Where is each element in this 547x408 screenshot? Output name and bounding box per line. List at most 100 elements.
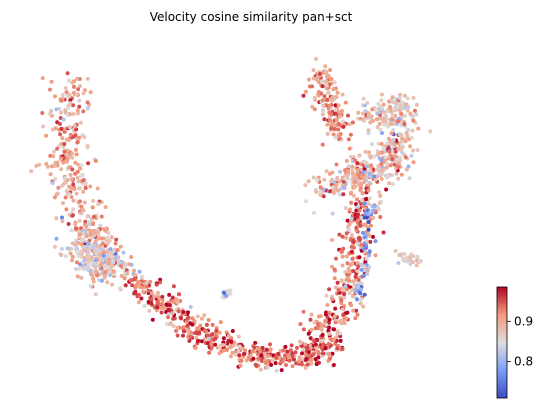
scatter-point — [340, 92, 345, 97]
scatter-point — [387, 181, 392, 186]
scatter-point — [67, 184, 72, 189]
scatter-point — [222, 291, 227, 295]
scatter-point — [76, 240, 81, 245]
scatter-point — [181, 310, 186, 314]
scatter-point — [96, 236, 101, 241]
scatter-point — [181, 329, 186, 334]
scatter-point — [356, 110, 361, 115]
scatter-point — [355, 167, 360, 172]
scatter-point — [365, 215, 369, 220]
scatter-point — [323, 346, 328, 351]
scatter-point — [309, 358, 314, 362]
scatter-point — [181, 325, 186, 330]
scatter-point — [310, 84, 315, 89]
scatter-point — [105, 265, 110, 270]
scatter-point — [340, 234, 345, 239]
scatter-point — [350, 256, 355, 261]
scatter-point — [311, 68, 316, 73]
scatter-point — [377, 116, 382, 121]
scatter-point — [389, 122, 394, 126]
scatter-point — [400, 106, 405, 111]
scatter-point — [289, 343, 294, 348]
scatter-point — [331, 337, 336, 342]
scatter-point — [353, 184, 358, 189]
scatter-point — [385, 109, 390, 114]
scatter-point — [349, 216, 354, 221]
scatter-point — [135, 279, 140, 284]
scatter-point — [393, 249, 398, 253]
scatter-point — [160, 294, 165, 299]
scatter-point — [88, 283, 93, 288]
scatter-point — [241, 352, 246, 356]
scatter-point — [306, 362, 311, 367]
scatter-point — [313, 342, 318, 347]
scatter-point — [326, 351, 331, 356]
scatter-point — [68, 172, 73, 177]
scatter-point — [400, 100, 405, 105]
scatter-point — [339, 278, 344, 283]
scatter-point — [308, 317, 313, 322]
scatter-point — [306, 331, 311, 336]
scatter-point — [74, 152, 79, 157]
scatter-point — [397, 96, 402, 100]
scatter-point — [375, 152, 380, 157]
scatter-point — [364, 230, 369, 235]
scatter-point — [81, 91, 86, 96]
scatter-point — [57, 121, 62, 126]
scatter-point — [207, 333, 212, 338]
scatter-point — [87, 238, 92, 243]
scatter-point — [170, 295, 175, 300]
scatter-point — [67, 78, 72, 83]
scatter-point — [81, 189, 86, 194]
scatter-point — [164, 302, 169, 307]
scatter-point — [51, 154, 56, 159]
scatter-point — [78, 262, 83, 267]
scatter-point — [345, 287, 349, 292]
scatter-point — [342, 292, 347, 297]
scatter-point — [91, 198, 96, 203]
scatter-point — [286, 353, 291, 358]
scatter-point — [356, 241, 361, 246]
scatter-point — [65, 105, 70, 110]
scatter-point — [63, 195, 68, 200]
scatter-point — [65, 71, 70, 76]
scatter-point — [324, 293, 329, 298]
scatter-point — [217, 344, 222, 349]
scatter-point — [61, 160, 66, 165]
scatter-point — [102, 275, 107, 280]
scatter-point — [101, 253, 106, 258]
scatter-point — [372, 174, 377, 179]
scatter-point — [370, 118, 375, 123]
scatter-point — [362, 235, 367, 240]
scatter-point — [362, 180, 367, 185]
scatter-point — [334, 118, 339, 123]
scatter-point — [248, 353, 253, 358]
scatter-point — [262, 352, 267, 357]
scatter-point — [310, 104, 315, 109]
scatter-point — [149, 301, 154, 305]
scatter-point — [406, 105, 411, 109]
scatter-point — [111, 272, 116, 276]
scatter-point — [86, 266, 91, 271]
scatter-point — [377, 156, 382, 161]
scatter-point — [337, 319, 342, 324]
scatter-point — [332, 111, 337, 116]
scatter-point — [348, 207, 353, 212]
scatter-point — [379, 142, 384, 146]
scatter-point — [109, 235, 114, 240]
scatter-point — [328, 189, 333, 194]
scatter-point — [92, 233, 97, 238]
scatter-point — [400, 142, 404, 147]
scatter-point — [330, 264, 334, 269]
scatter-point — [365, 271, 370, 276]
scatter-point — [339, 301, 344, 305]
scatter-point — [96, 277, 101, 282]
scatter-point — [355, 197, 360, 202]
scatter-point — [119, 264, 123, 268]
scatter-point — [356, 204, 361, 209]
scatter-point — [62, 142, 67, 146]
scatter-point — [64, 159, 69, 164]
scatter-point — [144, 284, 149, 289]
scatter-point — [129, 255, 134, 259]
